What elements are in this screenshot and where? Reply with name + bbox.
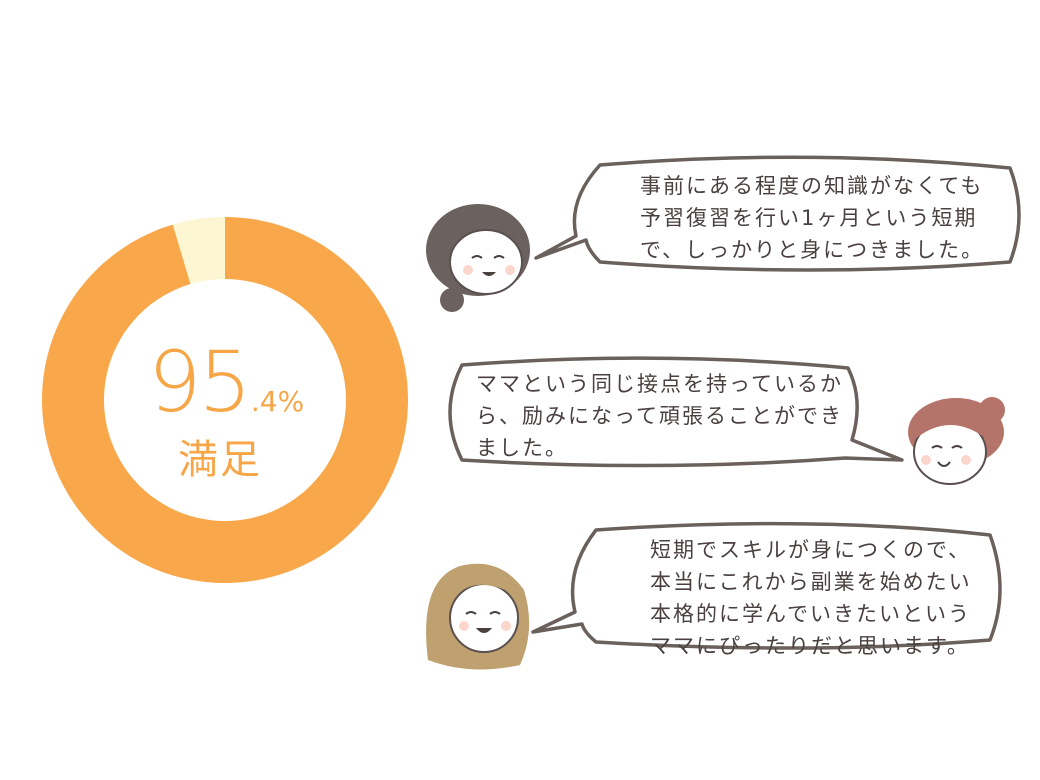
- speech-bubble-2: [448, 356, 904, 468]
- speech-bubble-3: [531, 521, 1002, 650]
- satisfaction-label: 満足: [178, 437, 262, 483]
- satisfaction-donut-chart: [42, 217, 408, 583]
- testimonial-text-2: ママという同じ接点を持っているか ら、励みになって頑張ることができ ました。: [476, 372, 843, 460]
- donut-slice-satisfied: [42, 217, 408, 583]
- woman-bun-icon: [426, 204, 530, 312]
- speech-bubble-1: [534, 155, 1021, 272]
- woman-topknot-icon: [908, 397, 1005, 485]
- donut-slice-other: [172, 217, 225, 285]
- testimonial-text-3: 短期でスキルが身につくので、 本当にこれから副業を始めたい 本格的に学んでいきた…: [650, 538, 972, 658]
- satisfaction-percent: 95.4%: [148, 340, 304, 424]
- woman-long-hair-icon: [426, 563, 530, 670]
- testimonial-text-1: 事前にある程度の知識がなくても 予習復習を行い1ヶ月という短期 で、しっかりと身…: [640, 174, 985, 262]
- percent-decimal: .4%: [250, 385, 305, 418]
- percent-integer: 95: [148, 333, 252, 431]
